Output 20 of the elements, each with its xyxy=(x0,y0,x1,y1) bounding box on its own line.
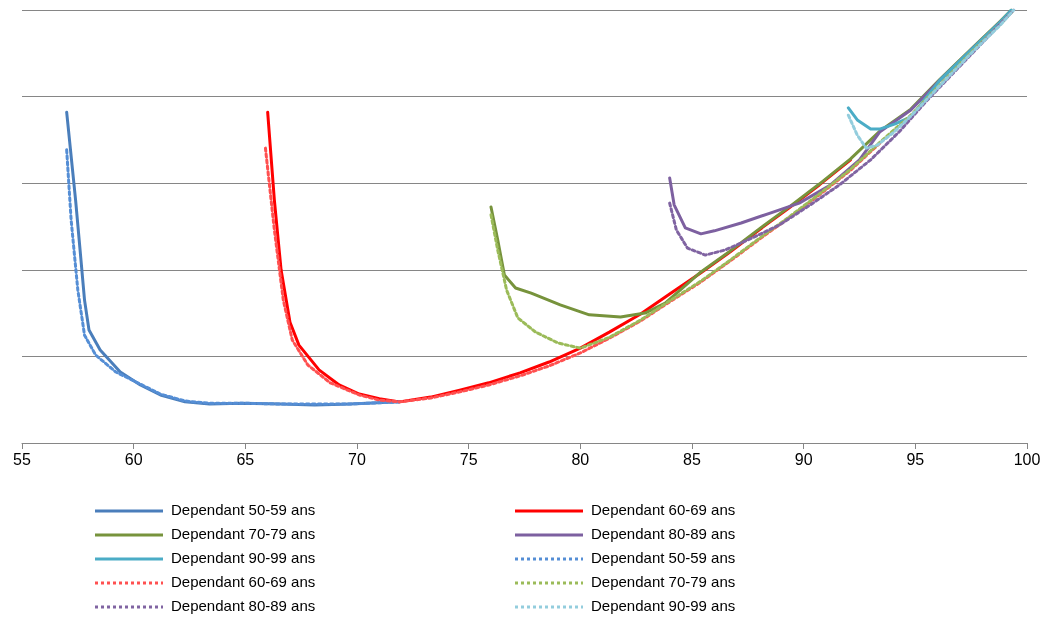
legend-label: Dependant 90-99 ans xyxy=(591,597,736,614)
x-tick-label: 70 xyxy=(348,450,366,468)
x-tick-label: 80 xyxy=(571,450,590,468)
x-tick-label: 100 xyxy=(1013,450,1041,468)
x-tick-label: 85 xyxy=(683,450,701,468)
legend-label: Dependant 70-79 ans xyxy=(171,525,316,542)
legend-label: Dependant 80-89 ans xyxy=(171,597,316,614)
legend-label: Dependant 60-69 ans xyxy=(171,573,316,590)
x-tick-label: 90 xyxy=(794,450,813,468)
x-tick-label: 95 xyxy=(906,450,925,468)
legend-label: Dependant 70-79 ans xyxy=(591,573,736,590)
x-tick-label: 60 xyxy=(124,450,143,468)
x-tick-label: 75 xyxy=(459,450,478,468)
legend-label: Dependant 60-69 ans xyxy=(591,501,736,518)
legend-label: Dependant 90-99 ans xyxy=(171,549,316,566)
legend-label: Dependant 50-59 ans xyxy=(171,501,316,518)
x-tick-label: 55 xyxy=(13,450,31,468)
legend-label: Dependant 50-59 ans xyxy=(591,549,736,566)
legend-label: Dependant 80-89 ans xyxy=(591,525,736,542)
x-tick-label: 65 xyxy=(236,450,255,468)
